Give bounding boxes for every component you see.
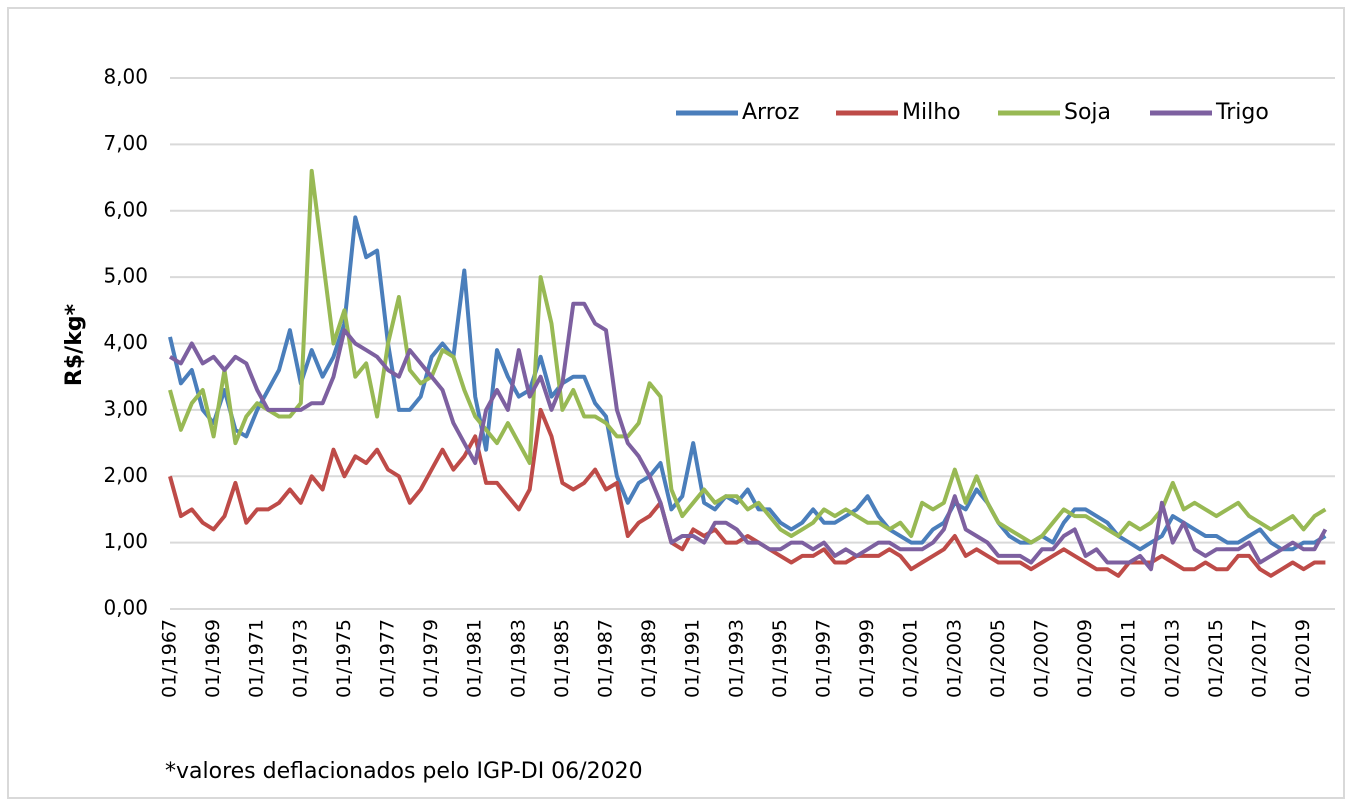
x-tick-label: 01/1997 [813, 619, 835, 698]
x-tick-label: 01/1987 [595, 619, 617, 698]
x-tick-label: 01/1969 [202, 619, 224, 698]
y-tick-label: 0,00 [103, 596, 148, 620]
series-line [168, 168, 1327, 545]
x-tick-label: 01/1967 [159, 619, 181, 698]
x-tick-label: 01/2001 [900, 619, 922, 698]
x-tick-label: 01/2011 [1118, 619, 1140, 698]
y-tick-label: 8,00 [103, 65, 148, 89]
x-tick-label: 01/1993 [725, 619, 747, 698]
x-tick-label: 01/2017 [1249, 619, 1271, 698]
x-tick-label: 01/2005 [987, 619, 1009, 698]
x-tick-label: 01/1971 [246, 619, 268, 698]
x-tick-label: 01/1989 [638, 619, 660, 698]
y-tick-label: 6,00 [103, 197, 148, 221]
legend-label: Trigo [1215, 100, 1269, 125]
x-tick-label: 01/1979 [420, 619, 442, 698]
footnote: *valores deflacionados pelo IGP-DI 06/20… [165, 759, 643, 784]
y-tick-label: 4,00 [103, 330, 148, 354]
x-tick-label: 01/1975 [333, 619, 355, 698]
y-axis-title: R$/kg* [62, 303, 87, 386]
y-tick-label: 7,00 [103, 131, 148, 155]
x-tick-label: 01/1995 [769, 619, 791, 698]
x-tick-label: 01/2015 [1205, 619, 1227, 698]
y-tick-label: 5,00 [103, 264, 148, 288]
y-tick-label: 2,00 [103, 463, 148, 487]
x-tick-label: 01/2019 [1292, 619, 1314, 698]
legend-label: Milho [902, 100, 961, 125]
x-tick-label: 01/1999 [856, 619, 878, 698]
legend-label: Arroz [742, 100, 799, 125]
y-tick-label: 1,00 [103, 529, 148, 553]
x-tick-label: 01/1973 [289, 619, 311, 698]
x-tick-label: 01/2007 [1031, 619, 1053, 698]
legend-label: Soja [1064, 100, 1111, 125]
x-tick-label: 01/2013 [1161, 619, 1183, 698]
x-tick-label: 01/1981 [464, 619, 486, 698]
series-line [168, 215, 1327, 552]
x-tick-label: 01/2009 [1074, 619, 1096, 698]
x-tick-label: 01/2003 [943, 619, 965, 698]
x-tick-label: 01/1983 [507, 619, 529, 698]
x-tick-label: 01/1985 [551, 619, 573, 698]
x-tick-label: 01/1991 [682, 619, 704, 698]
x-tick-label: 01/1977 [377, 619, 399, 698]
series-line [168, 301, 1328, 572]
y-tick-label: 3,00 [103, 396, 148, 420]
